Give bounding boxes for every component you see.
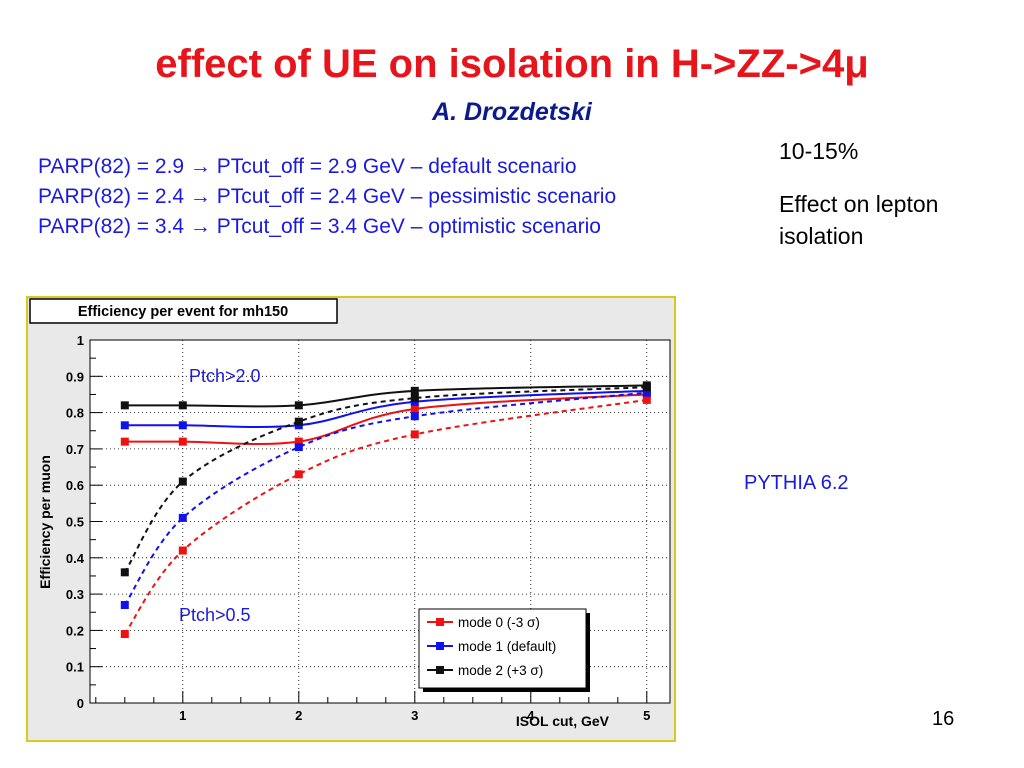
chart-title: Efficiency per event for mh150 (78, 304, 288, 320)
series-group (120, 381, 651, 639)
data-point (120, 421, 129, 430)
data-point (120, 568, 129, 577)
data-point (178, 437, 187, 446)
y-tick-label: 0.8 (66, 406, 84, 421)
data-point (642, 395, 651, 404)
effect-percentage: 10-15% (779, 138, 859, 164)
series-line-5 (123, 386, 647, 573)
page-number: 16 (932, 708, 955, 730)
data-point (120, 600, 129, 609)
x-axis-label: ISOL cut, GeV (516, 713, 610, 729)
x-tick-label: 5 (643, 708, 650, 723)
data-point (294, 443, 303, 452)
annotation-ptch-05: Ptch>0.5 (179, 605, 251, 625)
data-point (178, 401, 187, 410)
y-tick-label: 0.5 (66, 515, 84, 530)
y-axis-label: Efficiency per muon (37, 455, 53, 589)
x-tick-label: 1 (179, 708, 186, 723)
legend-swatch-marker (436, 666, 444, 674)
y-tick-label: 0.2 (66, 623, 84, 638)
legend: mode 0 (-3 σ) mode 1 (default) mode 2 (+3 … (418, 608, 590, 692)
efficiency-chart: Efficiency per event for mh150 0 0.1 0.2 0.… (25, 295, 677, 743)
chart-svg: Efficiency per event for mh150 0 0.1 0.2 0.… (25, 295, 677, 743)
data-point (120, 630, 129, 639)
data-point (120, 401, 129, 410)
data-point (294, 417, 303, 426)
data-point (642, 383, 651, 392)
param-line-pessimistic: PARP(82) = 2.4 → PTcut_off = 2.4 GeV – p… (38, 185, 617, 208)
x-tick-label: 2 (295, 708, 302, 723)
title-text: effect of UE on isolation in H->ZZ->4 (155, 42, 845, 86)
data-point (178, 546, 187, 555)
generator-label: PYTHIA 6.2 (744, 472, 849, 494)
y-tick-label: 0.4 (66, 551, 85, 566)
y-tick-label: 0.9 (66, 369, 84, 384)
x-tick-label: 3 (411, 708, 418, 723)
data-point (294, 470, 303, 479)
legend-swatch-marker (436, 618, 444, 626)
param-line-optimistic: PARP(82) = 3.4 → PTcut_off = 3.4 GeV – o… (38, 215, 601, 238)
parameter-list: PARP(82) = 2.9 → PTcut_off = 2.9 GeV – d… (38, 152, 738, 242)
x-tick-label: 4 (527, 708, 535, 723)
legend-shadow-bottom (423, 688, 590, 692)
legend-label: mode 0 (-3 σ) (458, 615, 540, 630)
effect-note: Effect on lepton isolation (779, 191, 939, 249)
page-subtitle: A. Drozdetski (432, 98, 592, 126)
data-point (410, 412, 419, 421)
page-title: effect of UE on isolation in H->ZZ->4μ (0, 40, 1024, 88)
legend-shadow-right (586, 613, 590, 692)
data-point (294, 401, 303, 410)
param-line-default: PARP(82) = 2.9 → PTcut_off = 2.9 GeV – d… (38, 155, 577, 178)
series-line-3 (123, 391, 647, 606)
data-point (120, 437, 129, 446)
y-tick-label: 0.6 (66, 478, 84, 493)
data-point (294, 437, 303, 446)
y-tick-label: 0.3 (66, 587, 84, 602)
data-point (178, 477, 187, 486)
legend-label: mode 2 (+3 σ) (458, 663, 543, 678)
data-point (642, 388, 651, 397)
data-point (178, 513, 187, 522)
y-tick-label: 0 (77, 696, 84, 711)
data-point (178, 421, 187, 430)
data-point (410, 404, 419, 413)
y-tick-label: 1 (77, 333, 84, 348)
data-point (410, 430, 419, 439)
annotation-ptch-2: Ptch>2.0 (189, 366, 261, 386)
axes: 0 0.1 0.2 0.3 0.4 0.5 0.6 0.7 0.8 0.9 1 1 2 3 4 5 (66, 333, 650, 723)
data-point (410, 394, 419, 403)
legend-label: mode 1 (default) (458, 639, 556, 654)
data-point (410, 386, 419, 395)
chart-title-box (29, 298, 338, 324)
legend-swatch-marker (436, 642, 444, 650)
y-tick-label: 0.7 (66, 442, 84, 457)
y-tick-label: 0.1 (66, 660, 84, 675)
series-line-1 (123, 398, 647, 635)
title-mu-symbol: μ (844, 42, 869, 86)
